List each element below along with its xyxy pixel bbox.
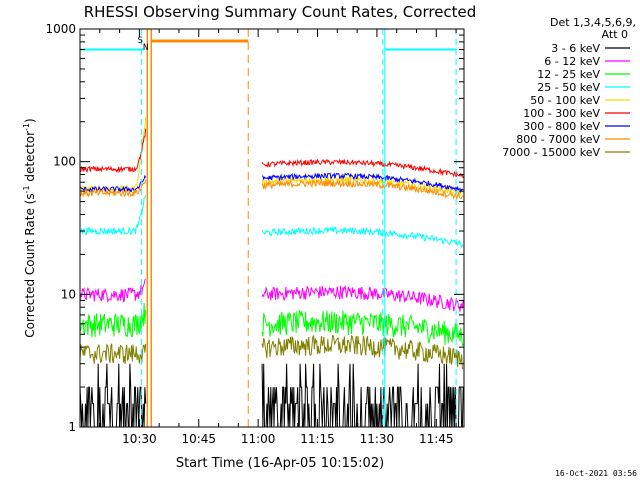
- y-axis-label-end: ): [23, 118, 37, 123]
- flag-label-0: S: [137, 36, 142, 46]
- legend-label-0: 3 - 6 keV: [551, 42, 600, 55]
- flag-label-1: N: [143, 43, 148, 53]
- legend-label-6: 300 - 800 keV: [523, 120, 600, 133]
- x-axis-label: Start Time (16-Apr-05 10:15:02): [176, 456, 384, 471]
- series-line-4-0: [79, 117, 147, 194]
- legend-label-4: 50 - 100 keV: [530, 94, 600, 107]
- y-tick-label-1: 10: [61, 287, 76, 301]
- y-axis-label-sup2: -1: [22, 123, 31, 131]
- y-axis-label-sup1: -1: [22, 185, 31, 193]
- x-tick-label-1: 10:45: [181, 432, 216, 446]
- y-tick-label-0: 1: [68, 420, 76, 434]
- series-line-3-0: [79, 195, 147, 236]
- y-tick-label-2: 100: [53, 155, 76, 169]
- x-tick-label-0: 10:30: [122, 432, 157, 446]
- series-line-7-1: [261, 178, 464, 200]
- series-line-1-1: [261, 285, 464, 312]
- series-line-6-1: [261, 172, 464, 194]
- footer-timestamp: 16-Oct-2021 03:56: [555, 469, 637, 478]
- series-line-8-1: [261, 334, 464, 369]
- series-line-5-0: [79, 128, 147, 174]
- x-tick-label-5: 11:45: [419, 432, 454, 446]
- x-tick-label-2: 11:00: [241, 432, 276, 446]
- legend-label-8: 7000 - 15000 keV: [502, 146, 600, 159]
- legend-label-2: 12 - 25 keV: [537, 68, 600, 81]
- series-line-0-0: [79, 363, 147, 428]
- x-tick-label-4: 11:30: [360, 432, 395, 446]
- plot-frame: [79, 28, 465, 428]
- series-line-2-0: [79, 302, 147, 338]
- series-layer: [79, 117, 464, 428]
- y-axis-label-main: Corrected Count Rate (s: [23, 193, 37, 337]
- series-line-5-1: [261, 158, 464, 179]
- y-tick-label-3: 1000: [45, 22, 76, 36]
- series-line-8-0: [79, 343, 147, 364]
- y-axis-label: Corrected Count Rate (s-1 detector-1): [22, 118, 37, 337]
- chart-title: RHESSI Observing Summary Count Rates, Co…: [84, 3, 477, 21]
- axis-layer: 10:30 10:45 11:00 11:15 11:30 11:45 1 10 100 1000: [45, 22, 464, 446]
- legend-header-2: Att 0: [602, 28, 628, 41]
- series-line-3-1: [261, 225, 464, 248]
- series-line-2-1: [261, 310, 464, 347]
- x-tick-label-3: 11:15: [300, 432, 335, 446]
- legend-label-1: 6 - 12 keV: [544, 55, 600, 68]
- series-line-7-0: [79, 179, 147, 198]
- series-line-1-0: [79, 278, 146, 303]
- plot-area: SN 10:30 10:45 11:00 11:15 11:30 11:451101001…: [45, 22, 465, 446]
- legend-header-1: Det 1,3,4,5,6,9,: [550, 16, 636, 29]
- legend-label-3: 25 - 50 keV: [537, 81, 600, 94]
- legend-label-7: 800 - 7000 keV: [516, 133, 600, 146]
- legend-label-5: 100 - 300 keV: [523, 107, 600, 120]
- series-line-0-1: [261, 363, 464, 428]
- y-axis-label-mid: detector: [23, 131, 37, 186]
- marker-layer: SN: [80, 29, 457, 427]
